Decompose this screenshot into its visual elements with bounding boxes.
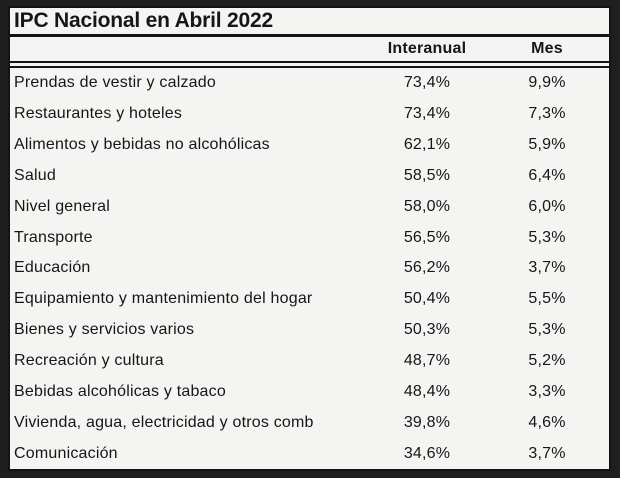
row-category-label: Equipamiento y mantenimiento del hogar <box>14 290 313 308</box>
row-mes-value: 5,5% <box>528 290 566 308</box>
column-header-mes: Mes <box>531 40 563 57</box>
row-mes-value: 7,3% <box>528 105 566 123</box>
row-mes-value: 4,6% <box>528 413 566 431</box>
row-mes-value: 5,3% <box>528 228 566 246</box>
row-mes-value: 6,4% <box>528 166 566 184</box>
row-interanual-value: 56,2% <box>403 259 451 277</box>
table-row: Prendas de vestir y calzado 73,4% 9,9% <box>10 68 609 99</box>
table-row: Comunicación 34,6% 3,7% <box>10 438 609 469</box>
table-row: Educación 56,2% 3,7% <box>10 253 609 284</box>
row-interanual-value: 58,5% <box>403 166 451 184</box>
table-row: Restaurantes y hoteles 73,4% 7,3% <box>10 99 609 130</box>
row-category-label: Transporte <box>14 228 93 246</box>
row-interanual-value: 34,6% <box>403 444 451 462</box>
table-row: Equipamiento y mantenimiento del hogar 5… <box>10 284 609 315</box>
table-row: Bebidas alcohólicas y tabaco 48,4% 3,3% <box>10 376 609 407</box>
row-mes-value: 6,0% <box>528 197 566 215</box>
row-interanual-value: 56,5% <box>403 228 451 246</box>
row-interanual-value: 50,4% <box>403 290 451 308</box>
table-header-row: Interanual Mes <box>10 37 609 68</box>
row-category-label: Salud <box>14 166 56 184</box>
table-row: Bienes y servicios varios 50,3% 5,3% <box>10 315 609 346</box>
table-title: IPC Nacional en Abril 2022 <box>10 8 609 37</box>
table-row: Salud 58,5% 6,4% <box>10 161 609 192</box>
row-interanual-value: 62,1% <box>403 136 451 154</box>
column-header-interanual: Interanual <box>387 40 467 57</box>
row-category-label: Educación <box>14 259 91 277</box>
row-category-label: Nivel general <box>14 197 110 215</box>
row-mes-value: 3,7% <box>528 259 566 277</box>
row-category-label: Recreación y cultura <box>14 352 164 370</box>
row-mes-value: 3,7% <box>528 444 566 462</box>
row-interanual-value: 48,7% <box>403 352 451 370</box>
row-category-label: Prendas de vestir y calzado <box>14 74 216 92</box>
table-row: Recreación y cultura 48,7% 5,2% <box>10 346 609 377</box>
row-category-label: Alimentos y bebidas no alcohólicas <box>14 136 270 154</box>
row-mes-value: 3,3% <box>528 382 566 400</box>
row-interanual-value: 58,0% <box>403 197 451 215</box>
row-mes-value: 5,9% <box>528 136 566 154</box>
row-mes-value: 9,9% <box>528 74 566 92</box>
row-category-label: Bienes y servicios varios <box>14 321 195 339</box>
row-interanual-value: 73,4% <box>403 105 451 123</box>
row-category-label: Bebidas alcohólicas y tabaco <box>14 382 226 400</box>
row-category-label: Restaurantes y hoteles <box>14 105 183 123</box>
row-mes-value: 5,3% <box>528 321 566 339</box>
row-interanual-value: 48,4% <box>403 382 451 400</box>
table-row: Transporte 56,5% 5,3% <box>10 222 609 253</box>
row-interanual-value: 50,3% <box>403 321 451 339</box>
table-body: Prendas de vestir y calzado 73,4% 9,9% R… <box>10 68 609 469</box>
row-mes-value: 5,2% <box>528 352 566 370</box>
table-row: Vivienda, agua, electricidad y otros com… <box>10 407 609 438</box>
table-row: Alimentos y bebidas no alcohólicas 62,1%… <box>10 130 609 161</box>
row-interanual-value: 73,4% <box>403 74 451 92</box>
row-interanual-value: 39,8% <box>403 413 451 431</box>
row-category-label: Comunicación <box>14 444 118 462</box>
row-category-label: Vivienda, agua, electricidad y otros com… <box>14 413 314 431</box>
table-row: Nivel general 58,0% 6,0% <box>10 191 609 222</box>
ipc-table-panel: IPC Nacional en Abril 2022 Interanual Me… <box>8 6 611 471</box>
